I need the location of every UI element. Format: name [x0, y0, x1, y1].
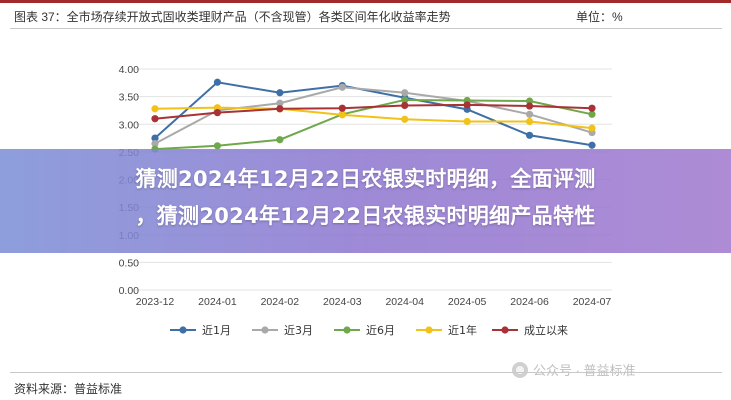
data-point [525, 131, 534, 139]
wechat-logo-icon [512, 362, 528, 378]
series-4 [151, 101, 596, 123]
y-tick-label: 0.50 [119, 257, 140, 269]
legend-label: 近3月 [284, 324, 313, 337]
series-1 [151, 83, 596, 148]
y-tick-label: 3.00 [119, 119, 140, 131]
data-point [213, 78, 222, 86]
x-tick-label: 2024-05 [448, 296, 487, 308]
series-line [154, 86, 593, 145]
data-point [151, 115, 159, 123]
overlay-banner: 猜测2024年12月22日农银实时明细，全面评测 ，猜测2024年12月22日农… [0, 149, 731, 253]
data-point [588, 110, 596, 118]
unit-label: 单位：% [576, 10, 623, 24]
data-point [401, 101, 409, 110]
series-line [154, 106, 593, 130]
x-tick-label: 2024-01 [198, 296, 237, 308]
data-point [338, 111, 346, 119]
data-point [151, 139, 159, 148]
chart-title: 图表 37：全市场存续开放式固收类理财产品（不含现管）各类区间年化收益率走势 [14, 10, 451, 24]
x-tick-label: 2024-07 [573, 296, 612, 308]
legend-label: 近1年 [448, 323, 477, 337]
legend-label: 近1月 [202, 324, 231, 337]
data-point [213, 109, 222, 117]
data-point [276, 89, 284, 97]
x-tick-label: 2024-06 [510, 296, 549, 308]
top-rule [0, 0, 731, 3]
data-point [525, 110, 534, 118]
data-point [588, 141, 596, 149]
series-group [151, 78, 596, 153]
banner-text: 猜测2024年12月22日农银实时明细，全面评测 ，猜测2024年12月22日农… [0, 161, 731, 235]
data-point [588, 104, 596, 112]
data-point [151, 105, 159, 113]
legend-swatch-marker [179, 326, 187, 334]
banner-line-1: 猜测2024年12月22日农银实时明细，全面评测 [135, 167, 596, 191]
data-point [525, 102, 534, 110]
chart-header: 图表 37：全市场存续开放式固收类理财产品（不含现管）各类区间年化收益率走势 单… [14, 8, 714, 30]
source-label: 资料来源：普益标准 [14, 382, 123, 396]
legend-item: 近1月 [170, 324, 231, 337]
series-line [154, 103, 593, 120]
data-point [525, 117, 534, 126]
x-tick-label: 2024-04 [385, 296, 424, 308]
legend-swatch-marker [343, 326, 351, 334]
data-point [276, 136, 284, 144]
data-point [338, 83, 346, 91]
legend-swatch-marker [425, 326, 433, 334]
x-tick-label: 2024-02 [261, 296, 300, 308]
x-tick-labels: 2023-12 2024-01 2024-02 2024-03 2024-04 2024-… [136, 296, 612, 308]
data-point [401, 115, 409, 123]
y-tick-label: 4.00 [119, 64, 140, 76]
legend-item: 近1年 [416, 323, 477, 337]
data-point [151, 134, 159, 142]
series-line [154, 81, 593, 147]
data-point [588, 124, 596, 132]
data-point [213, 142, 222, 150]
data-point [213, 104, 222, 112]
footer-rule [10, 372, 722, 373]
data-point [276, 105, 284, 113]
data-point [338, 104, 346, 112]
legend-label: 近6月 [366, 324, 395, 337]
watermark-text: 公众号 · 普益标准 [533, 363, 636, 378]
y-tick-label: 0.00 [119, 285, 140, 297]
legend-item: 近6月 [334, 324, 395, 337]
data-point [525, 97, 534, 105]
data-point [401, 96, 409, 104]
data-point [463, 101, 471, 109]
legend-swatch-marker [501, 326, 509, 334]
legend-label: 成立以来 [524, 323, 568, 337]
y-tick-label: 3.50 [119, 92, 140, 104]
banner-line-2: ，猜测2024年12月22日农银实时明细产品特性 [135, 204, 596, 228]
legend-item: 近3月 [252, 324, 313, 337]
legend-swatch-marker [261, 326, 269, 334]
header-rule [10, 28, 722, 29]
watermark: 公众号 · 普益标准 [512, 360, 712, 380]
x-tick-label: 2023-12 [136, 296, 175, 308]
data-point [401, 89, 409, 97]
data-point [276, 99, 284, 107]
legend-item: 成立以来 [492, 323, 568, 337]
legend: 近1月 近3月 近6月 近1年 成立以来 [170, 323, 568, 337]
x-tick-label: 2024-03 [323, 296, 362, 308]
data-point [463, 117, 471, 126]
